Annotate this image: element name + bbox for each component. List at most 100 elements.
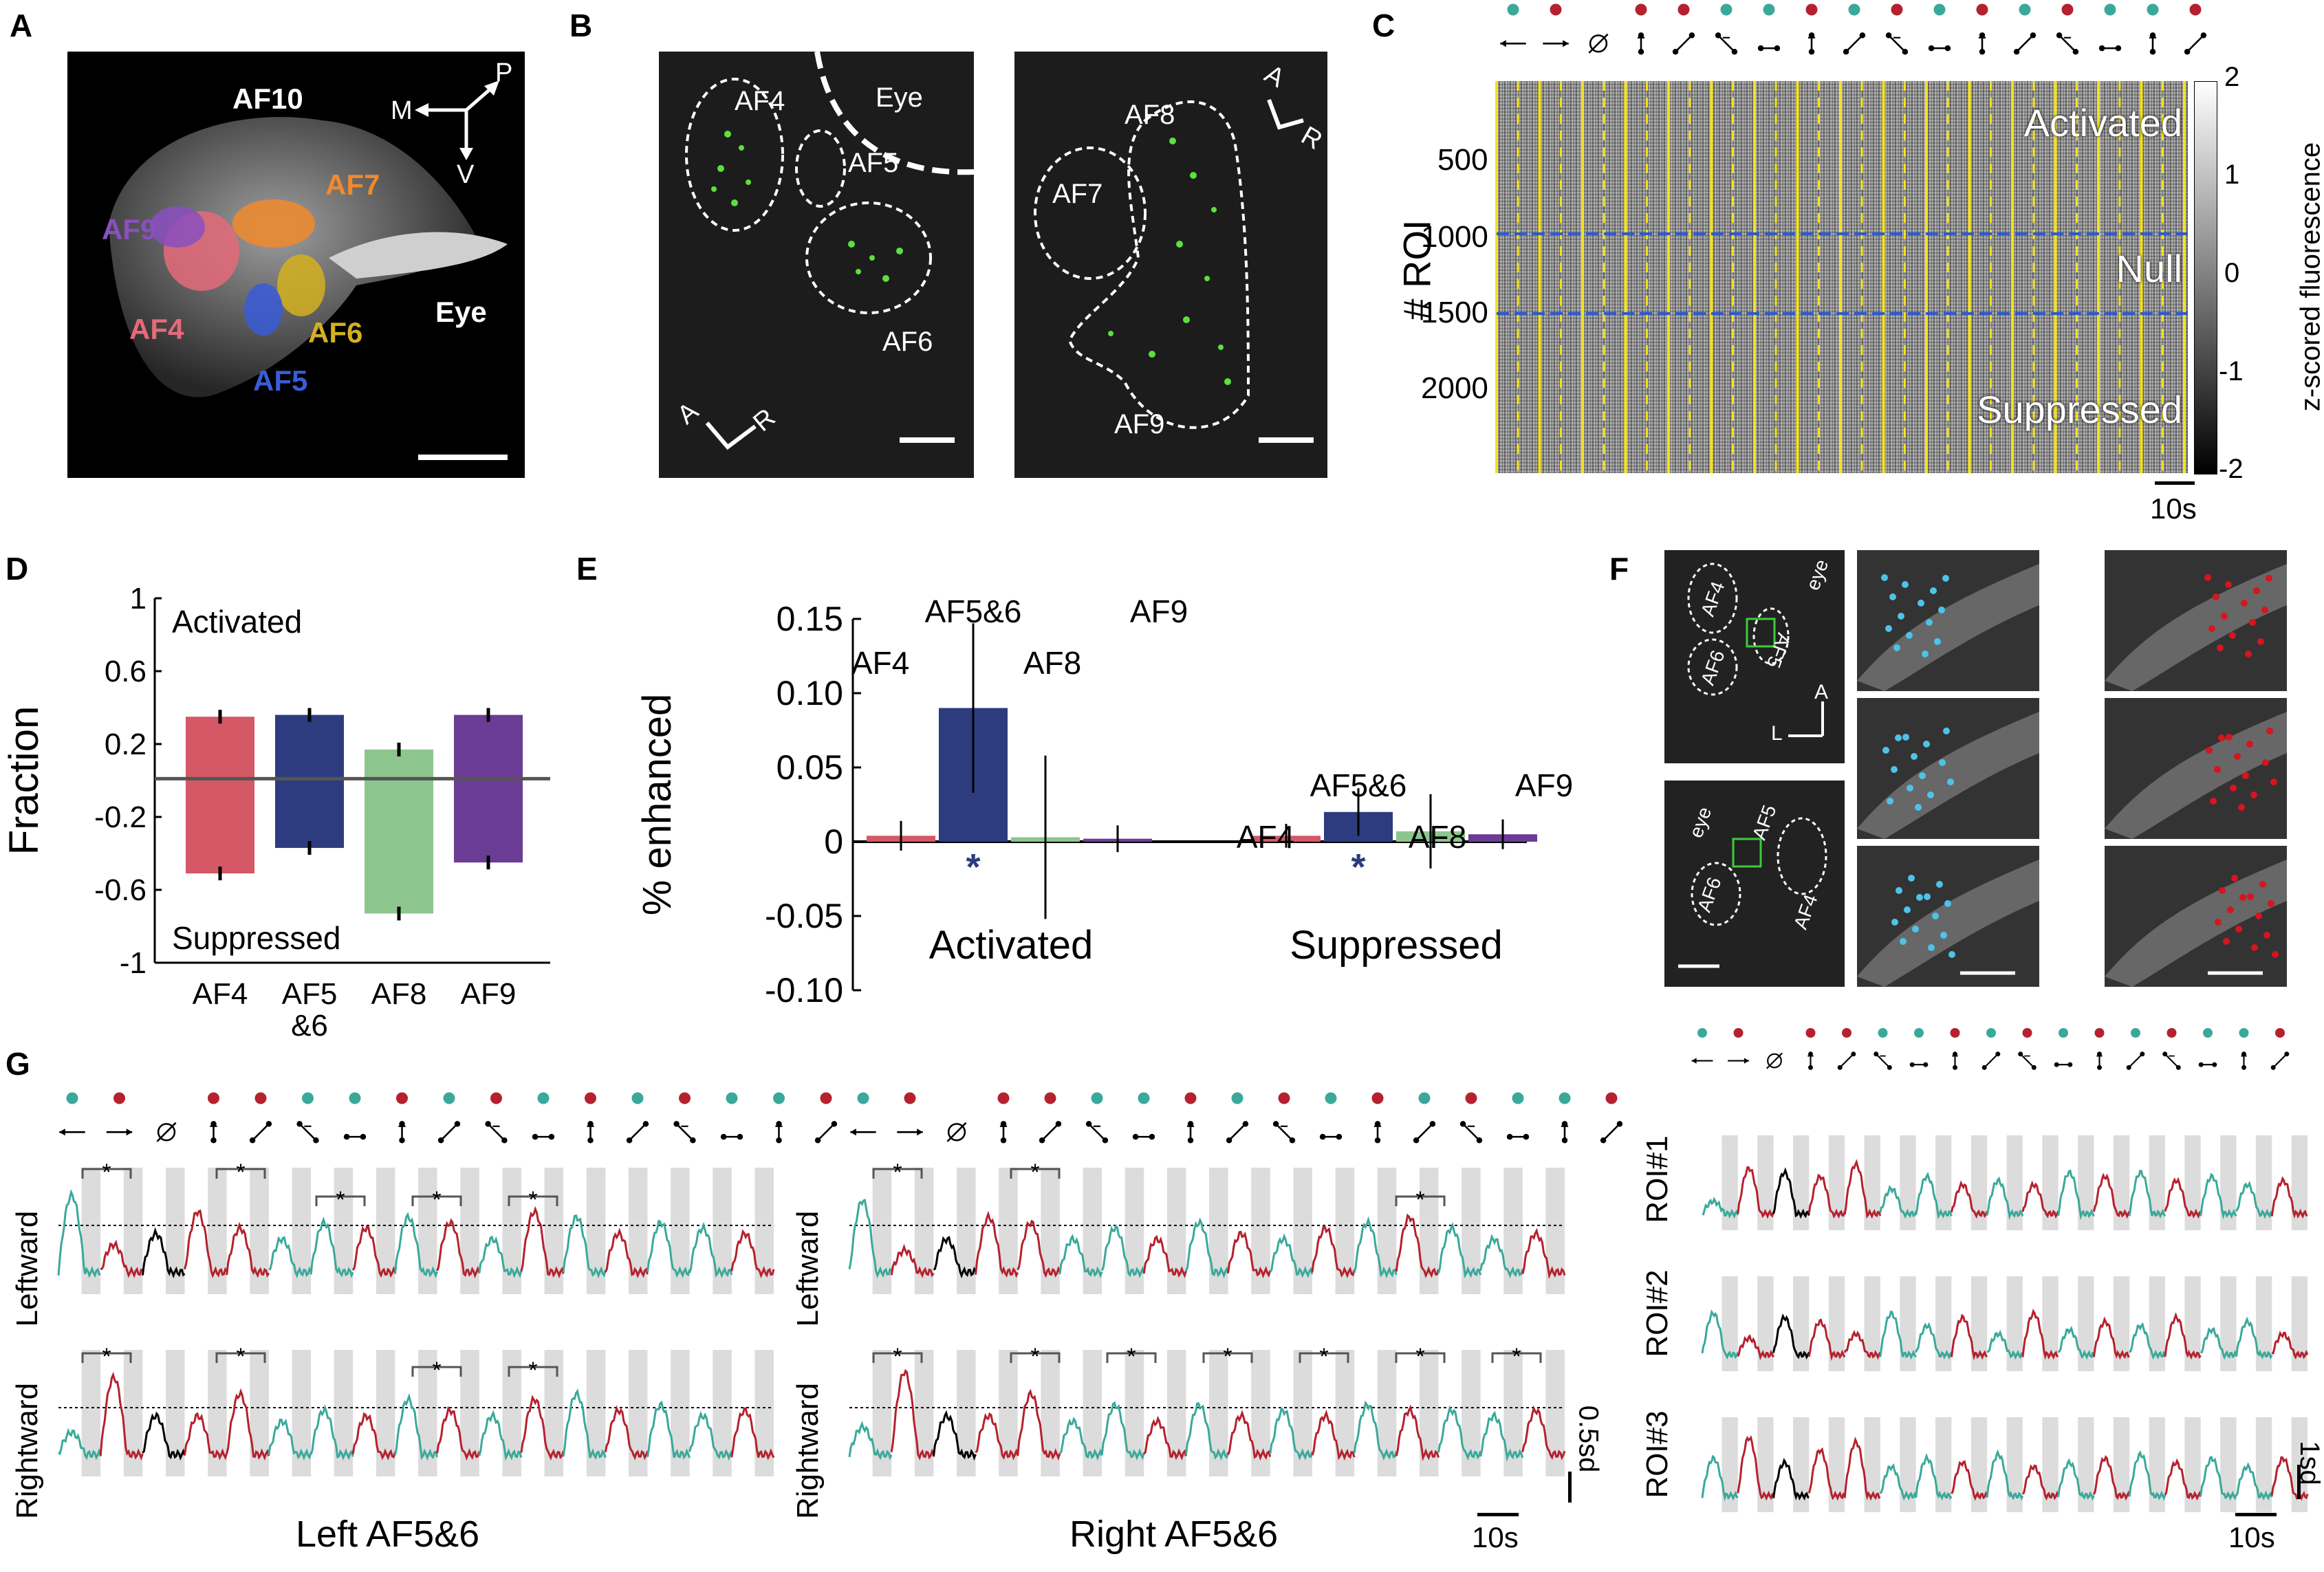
d-ytick-label: 0.2 bbox=[105, 728, 146, 761]
stimulus-icon bbox=[2162, 1051, 2181, 1070]
trace-segment bbox=[1479, 1234, 1524, 1279]
f-roi-dot bbox=[2255, 913, 2262, 919]
stimulus-dot bbox=[2019, 3, 2031, 16]
e-category-label: AF5&6 bbox=[1310, 767, 1407, 803]
f-top-orient-a: A bbox=[1814, 681, 1829, 703]
trace-segment bbox=[688, 1221, 733, 1279]
stimulus-icon bbox=[1766, 1052, 1783, 1069]
e-ytick-label: 0.10 bbox=[777, 674, 843, 712]
f-roi-dot bbox=[1936, 881, 1943, 888]
f-roi-dot bbox=[1922, 651, 1929, 657]
roi-label-2: ROI#2 bbox=[1640, 1269, 1674, 1357]
f-roi-dot bbox=[2204, 574, 2211, 581]
f-zoom-image bbox=[1857, 846, 2039, 987]
sig-star: * bbox=[1319, 1344, 1328, 1370]
f-roi-dot bbox=[2270, 778, 2277, 785]
traces-g: * * * * * * * * * * * * * * * * * * * bbox=[57, 1159, 1566, 1476]
trace-segment bbox=[688, 1410, 733, 1461]
f-zoom-image bbox=[2105, 550, 2287, 691]
stimulus-dot bbox=[1138, 1092, 1150, 1104]
stim-shade bbox=[2220, 1417, 2237, 1512]
trace-segment bbox=[2021, 1180, 2059, 1219]
sig-star: * bbox=[432, 1357, 441, 1384]
sig-star: * bbox=[1415, 1187, 1424, 1213]
stimulus-dot bbox=[2203, 1028, 2213, 1038]
b-label-af4: AF4 bbox=[735, 86, 785, 116]
stimulus-dot bbox=[1325, 1092, 1337, 1104]
stimulus-icon bbox=[2098, 45, 2122, 52]
stim-shade bbox=[292, 1350, 312, 1476]
stimulus-dot bbox=[1278, 1092, 1290, 1104]
trace-segment bbox=[2200, 1327, 2237, 1360]
stimulus-icon bbox=[2096, 1051, 2103, 1070]
brain-render bbox=[109, 117, 508, 460]
stimulus-dot bbox=[2094, 1028, 2105, 1038]
stimulus-dot bbox=[1805, 1028, 1816, 1038]
trace-segment bbox=[309, 1216, 354, 1278]
trace-segment bbox=[2129, 1322, 2166, 1360]
trace-segment bbox=[1772, 1313, 1810, 1360]
sig-star: * bbox=[1415, 1344, 1424, 1370]
f-overview-bottom: eye AF5 AF6 AF4 bbox=[1664, 780, 1845, 987]
trace-segment bbox=[975, 1210, 1019, 1278]
f-roi-dot bbox=[1882, 747, 1889, 754]
trace-segment bbox=[478, 1410, 523, 1461]
stimulus-dot bbox=[1418, 1092, 1431, 1104]
sig-bracket bbox=[1395, 1195, 1446, 1206]
stimulus-dot bbox=[1231, 1092, 1244, 1104]
trace-segment bbox=[268, 1236, 312, 1279]
stim-shade bbox=[1828, 1135, 1845, 1230]
sig-bracket bbox=[872, 1168, 923, 1179]
f-roi-dot bbox=[1928, 944, 1935, 951]
trace-segment bbox=[1879, 1463, 1917, 1501]
trace-segment bbox=[1986, 1176, 2024, 1221]
cb-tick-0: 0 bbox=[2224, 258, 2240, 288]
g-scale-x: 10s bbox=[1472, 1521, 1519, 1553]
f-roi-dot bbox=[2241, 600, 2248, 607]
e-ytick-label: 0.15 bbox=[777, 600, 843, 638]
stimulus-icon bbox=[1952, 1051, 1958, 1070]
f-roi-dot bbox=[2225, 581, 2232, 588]
trace-segment bbox=[2164, 1458, 2202, 1501]
stimulus-dot bbox=[1976, 3, 1988, 16]
c-ytick-1000: 1000 bbox=[1421, 220, 1488, 254]
stimulus-dot bbox=[254, 1092, 267, 1104]
trace-segment bbox=[226, 1221, 270, 1278]
stimulus-icon bbox=[999, 1121, 1008, 1144]
stim-shade bbox=[1935, 1417, 1952, 1512]
stimulus-icon bbox=[1413, 1121, 1436, 1144]
stimulus-icon bbox=[2198, 1062, 2217, 1067]
trace-segment bbox=[1437, 1405, 1482, 1461]
trace-segment bbox=[99, 1371, 144, 1461]
label-af9: AF9 bbox=[102, 213, 157, 245]
roi-label-1: ROI#1 bbox=[1640, 1135, 1674, 1223]
trace-segment bbox=[1807, 1447, 1845, 1501]
panel-b-right-image: AF7 AF8 AF9 A R bbox=[1014, 52, 1327, 478]
g-row-rightward-2: Rightward bbox=[791, 1382, 825, 1520]
label-af6: AF6 bbox=[308, 316, 363, 349]
d-ytick-label: 0.6 bbox=[105, 655, 146, 688]
trace-segment bbox=[1143, 1415, 1187, 1461]
trace-segment bbox=[142, 1411, 186, 1461]
trace-segment bbox=[1100, 1401, 1145, 1461]
f-roi-dot bbox=[1902, 581, 1909, 588]
label-af5: AF5 bbox=[253, 364, 308, 397]
trace-segment bbox=[1737, 1333, 1774, 1361]
stimulus-icon bbox=[1226, 1121, 1249, 1144]
sig-bracket bbox=[81, 1352, 132, 1363]
stimulus-icon bbox=[532, 1133, 555, 1140]
stim-shade bbox=[1864, 1417, 1880, 1512]
roi-scale-x-line bbox=[2235, 1513, 2277, 1516]
g-scale-y: 0.5sd bbox=[1573, 1405, 1604, 1473]
f-roi-dot bbox=[1898, 613, 1904, 620]
stimulus-icon bbox=[1757, 45, 1781, 52]
f-roi-dot bbox=[2218, 734, 2225, 741]
stimulus-dot bbox=[443, 1092, 455, 1104]
stimulus-dot bbox=[857, 1092, 869, 1104]
trace-segment bbox=[2057, 1169, 2095, 1221]
trace-segment bbox=[1058, 1234, 1103, 1279]
trace-segment bbox=[2164, 1312, 2202, 1360]
sig-star: * bbox=[1512, 1344, 1521, 1370]
trace-segment bbox=[647, 1400, 691, 1460]
trace-segment bbox=[1100, 1223, 1145, 1278]
